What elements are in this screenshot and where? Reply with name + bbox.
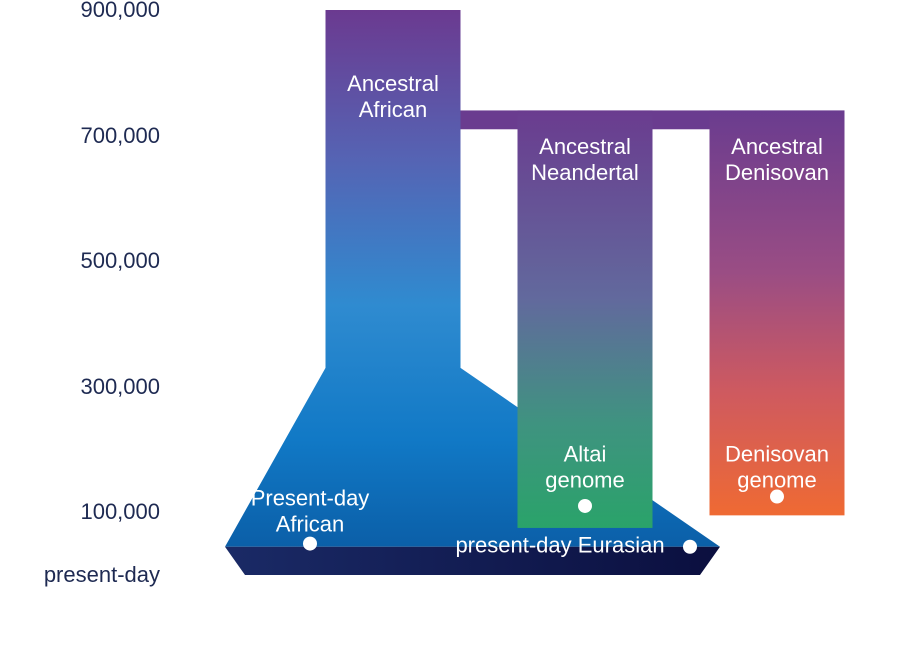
diagram-svg: AncestralAfricanPresent-dayAfricanAncest… xyxy=(0,0,900,650)
neandertal-top-label: AncestralNeandertal xyxy=(531,134,639,185)
denisovan-top-label: AncestralDenisovan xyxy=(725,134,829,185)
neandertal-dot xyxy=(578,499,592,513)
eurasian-label: present-day Eurasian xyxy=(455,533,664,558)
denisovan-bottom-label: Denisovangenome xyxy=(725,442,829,493)
eurasian-dot xyxy=(683,540,697,554)
african-dot xyxy=(303,537,317,551)
phylogeny-diagram: 900,000 700,000 500,000 300,000 100,000 … xyxy=(0,0,900,650)
african-top-label: AncestralAfrican xyxy=(347,71,439,122)
